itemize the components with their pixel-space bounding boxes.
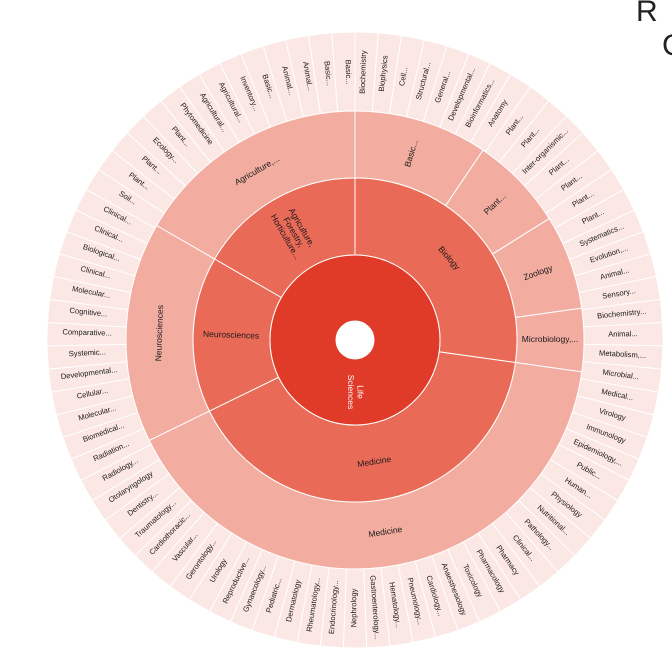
outer-label: Endocrinology...	[327, 580, 340, 634]
outer-label: Cell...	[397, 66, 409, 87]
corner-text-c: C	[662, 31, 672, 61]
level3-label-neurosciences: Neurosciences	[153, 305, 165, 362]
outer-label: Basic...	[344, 60, 354, 85]
level1-label: LifeSciences	[346, 375, 366, 410]
center-hole	[336, 321, 374, 359]
outer-label: Systemic...	[69, 347, 107, 358]
outer-label: Basic...	[322, 60, 333, 86]
outer-label: Animal...	[608, 329, 638, 339]
outer-label: Comparative...	[62, 327, 112, 337]
outer-label: Biophysics	[377, 55, 390, 92]
level2-label-neurosciences: Neurosciences	[203, 329, 260, 341]
outer-label: Metabolism,...	[599, 348, 647, 360]
outer-label: Cognitive...	[69, 306, 108, 319]
corner-text-r: R	[636, 0, 658, 28]
outer-label: Nephrology	[349, 588, 358, 627]
level3-label-microbiology: Microbiology,...	[522, 334, 579, 344]
outer-label: Biochemistry	[358, 50, 368, 94]
